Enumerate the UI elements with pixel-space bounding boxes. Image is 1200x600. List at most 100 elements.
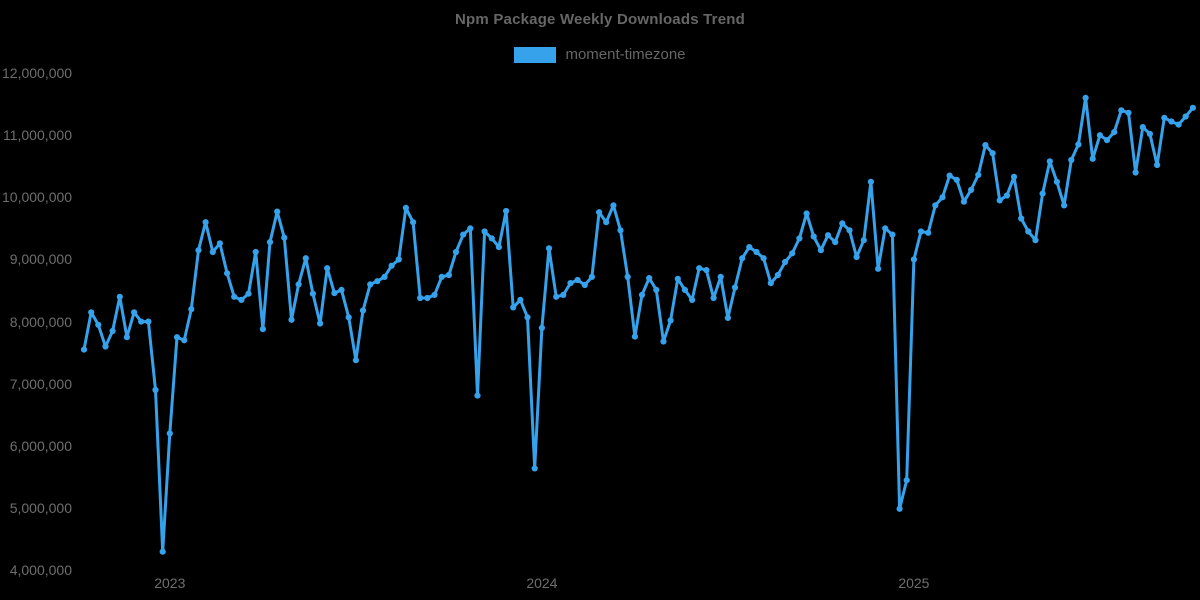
data-point[interactable] bbox=[1096, 132, 1103, 139]
data-point[interactable] bbox=[824, 232, 832, 239]
data-point[interactable] bbox=[1175, 121, 1182, 128]
data-point[interactable] bbox=[853, 253, 860, 261]
data-point[interactable] bbox=[159, 548, 166, 555]
data-point[interactable] bbox=[946, 172, 953, 179]
data-point[interactable] bbox=[860, 237, 867, 244]
data-point[interactable] bbox=[603, 219, 610, 226]
data-point[interactable] bbox=[503, 207, 510, 215]
data-point[interactable] bbox=[832, 239, 839, 246]
data-point[interactable] bbox=[452, 248, 460, 256]
data-point[interactable] bbox=[1132, 169, 1139, 176]
data-point[interactable] bbox=[381, 273, 388, 280]
data-point[interactable] bbox=[417, 294, 424, 302]
data-point[interactable] bbox=[352, 357, 359, 364]
data-point[interactable] bbox=[989, 150, 996, 157]
data-point[interactable] bbox=[975, 171, 982, 178]
data-point[interactable] bbox=[1146, 130, 1153, 137]
data-point[interactable] bbox=[395, 256, 402, 263]
data-point[interactable] bbox=[467, 225, 474, 232]
data-point[interactable] bbox=[910, 256, 918, 263]
data-point[interactable] bbox=[674, 275, 681, 282]
data-point[interactable] bbox=[1103, 137, 1111, 144]
data-point[interactable] bbox=[138, 318, 145, 325]
data-point[interactable] bbox=[481, 228, 488, 235]
data-point[interactable] bbox=[610, 202, 617, 209]
data-point[interactable] bbox=[259, 326, 266, 333]
data-point[interactable] bbox=[374, 278, 381, 285]
data-point[interactable] bbox=[131, 309, 138, 316]
data-point[interactable] bbox=[1182, 113, 1189, 120]
data-point[interactable] bbox=[774, 271, 782, 279]
data-point[interactable] bbox=[617, 227, 624, 234]
data-point[interactable] bbox=[95, 321, 102, 328]
data-point[interactable] bbox=[166, 430, 173, 437]
data-point[interactable] bbox=[388, 262, 395, 269]
data-point[interactable] bbox=[359, 307, 367, 314]
data-point[interactable] bbox=[202, 219, 209, 226]
data-point[interactable] bbox=[173, 334, 181, 341]
data-point[interactable] bbox=[1003, 192, 1011, 199]
data-point[interactable] bbox=[517, 296, 524, 303]
data-point[interactable] bbox=[1154, 161, 1161, 169]
data-point[interactable] bbox=[782, 258, 789, 266]
data-point[interactable] bbox=[188, 306, 195, 313]
data-point[interactable] bbox=[295, 281, 302, 288]
data-point[interactable] bbox=[1111, 129, 1118, 136]
data-point[interactable] bbox=[1025, 228, 1032, 235]
data-point[interactable] bbox=[624, 273, 631, 280]
data-point[interactable] bbox=[338, 286, 345, 293]
data-point[interactable] bbox=[696, 265, 703, 272]
data-point[interactable] bbox=[445, 271, 452, 279]
data-point[interactable] bbox=[274, 208, 281, 215]
data-point[interactable] bbox=[302, 255, 309, 262]
data-point[interactable] bbox=[646, 275, 653, 282]
data-point[interactable] bbox=[195, 247, 202, 254]
data-point[interactable] bbox=[638, 291, 646, 298]
data-point[interactable] bbox=[739, 255, 746, 262]
data-point[interactable] bbox=[703, 267, 710, 274]
data-point[interactable] bbox=[209, 248, 216, 256]
data-point[interactable] bbox=[953, 176, 960, 183]
data-point[interactable] bbox=[288, 316, 295, 323]
data-point[interactable] bbox=[689, 296, 696, 303]
data-point[interactable] bbox=[410, 219, 417, 226]
data-point[interactable] bbox=[1139, 124, 1146, 131]
data-point[interactable] bbox=[431, 291, 438, 298]
data-point[interactable] bbox=[252, 248, 259, 256]
data-point[interactable] bbox=[925, 229, 932, 236]
data-point[interactable] bbox=[102, 343, 109, 350]
data-point[interactable] bbox=[889, 231, 896, 238]
data-point[interactable] bbox=[681, 286, 689, 293]
data-point[interactable] bbox=[574, 276, 581, 284]
legend-swatch-moment-timezone[interactable] bbox=[514, 46, 557, 63]
data-point[interactable] bbox=[1061, 202, 1068, 209]
data-point[interactable] bbox=[1168, 118, 1175, 125]
data-point[interactable] bbox=[932, 202, 939, 209]
data-point[interactable] bbox=[917, 228, 925, 235]
data-point[interactable] bbox=[545, 245, 553, 252]
data-point[interactable] bbox=[588, 273, 596, 280]
data-point[interactable] bbox=[817, 247, 825, 254]
data-point[interactable] bbox=[996, 197, 1003, 204]
data-point[interactable] bbox=[224, 270, 231, 277]
data-point[interactable] bbox=[152, 386, 159, 394]
data-point[interactable] bbox=[960, 198, 968, 205]
data-point[interactable] bbox=[810, 233, 817, 240]
data-point[interactable] bbox=[567, 280, 574, 287]
data-point[interactable] bbox=[1046, 158, 1053, 165]
data-point[interactable] bbox=[367, 281, 374, 288]
data-point[interactable] bbox=[1125, 109, 1132, 116]
data-point[interactable] bbox=[846, 227, 853, 234]
data-point[interactable] bbox=[803, 210, 810, 217]
legend-label-moment-timezone[interactable]: moment-timezone bbox=[565, 46, 686, 63]
data-point[interactable] bbox=[538, 324, 546, 331]
data-point[interactable] bbox=[181, 337, 188, 344]
data-point[interactable] bbox=[717, 273, 724, 280]
data-point[interactable] bbox=[1018, 215, 1025, 222]
data-point[interactable] bbox=[1118, 107, 1125, 114]
data-point[interactable] bbox=[460, 231, 467, 238]
data-point[interactable] bbox=[939, 194, 946, 201]
data-point[interactable] bbox=[531, 465, 538, 472]
data-point[interactable] bbox=[495, 244, 502, 251]
data-point[interactable] bbox=[760, 255, 767, 262]
